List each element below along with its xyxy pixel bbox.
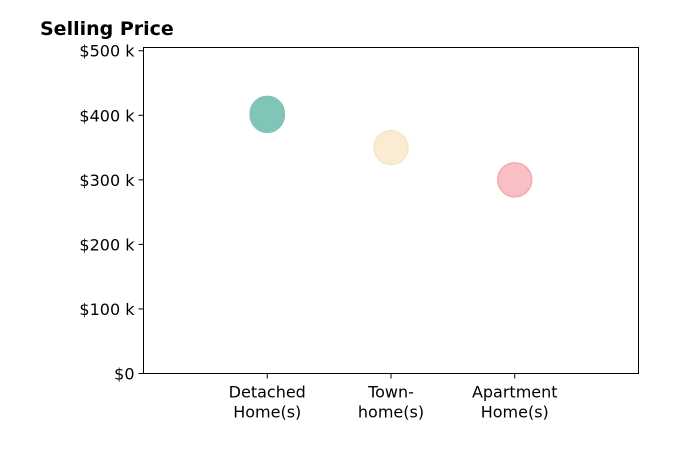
x-tick-label: Detached Home(s)	[229, 383, 306, 422]
x-tick-label-line: Detached	[229, 383, 306, 402]
data-point	[497, 162, 533, 198]
y-tick-label: $0	[114, 365, 134, 384]
x-tick-label-line: Home(s)	[481, 403, 549, 422]
data-marks	[249, 95, 533, 198]
chart-title: Selling Price	[40, 18, 174, 40]
y-tick-label: $100 k	[79, 300, 135, 319]
x-tick-label-line: Apartment	[472, 383, 558, 402]
x-tick-label-line: home(s)	[358, 403, 424, 422]
y-tick-label: $500 k	[79, 42, 135, 61]
x-tick-label: Town-home(s)	[358, 383, 424, 422]
y-axis: $0 $100 k $200 k $300 k $400 k $500 k	[79, 42, 144, 384]
x-tick-label: Apartment Home(s)	[472, 383, 558, 422]
y-tick-label: $400 k	[79, 106, 135, 125]
data-point	[249, 95, 285, 132]
data-point	[373, 129, 409, 166]
x-tick-label-line: Home(s)	[233, 403, 301, 422]
y-tick-label: $200 k	[79, 235, 135, 254]
y-tick-label: $300 k	[79, 171, 135, 190]
x-axis: Detached Home(s)Town-home(s)Apartment Home…	[229, 373, 558, 422]
x-tick-label-line: Town-	[367, 383, 414, 402]
plot-frame	[143, 47, 639, 374]
